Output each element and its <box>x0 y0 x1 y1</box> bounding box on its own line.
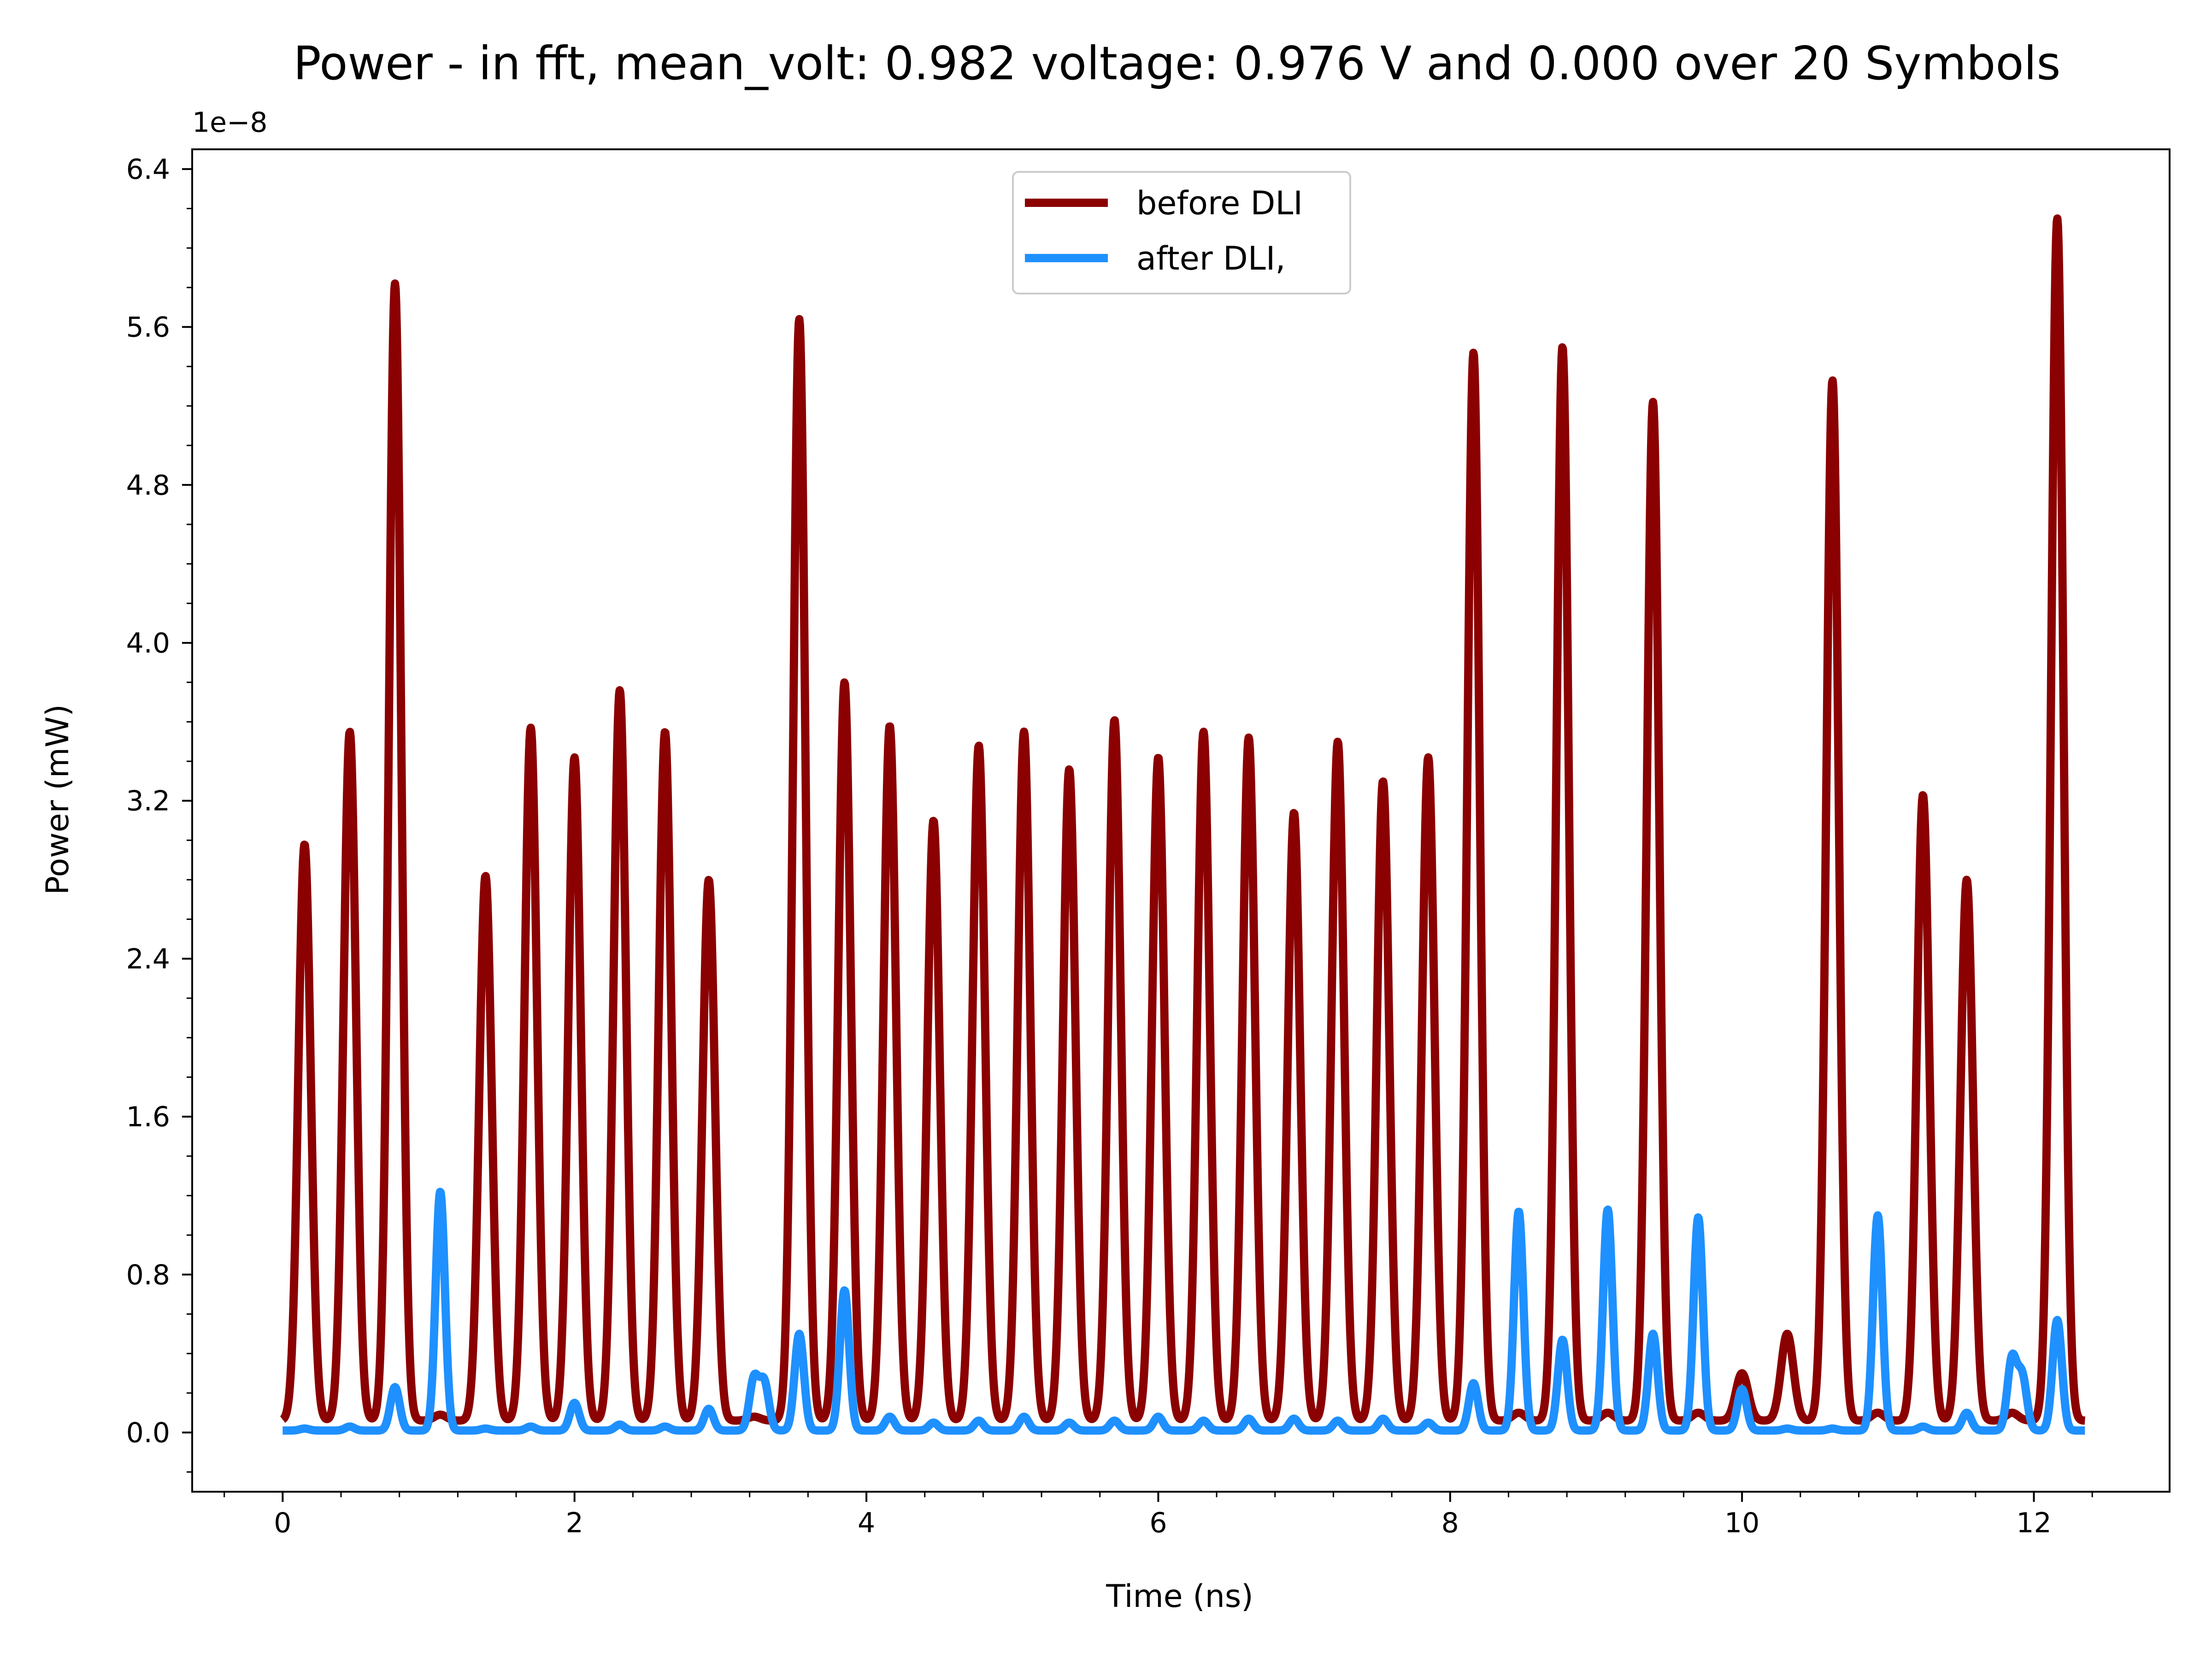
x-tick-label: 8 <box>1441 1507 1459 1539</box>
y-tick-label: 6.4 <box>126 153 170 186</box>
plot-area <box>279 214 2088 1435</box>
x-tick-label: 0 <box>274 1507 291 1539</box>
x-tick-label: 4 <box>858 1507 875 1539</box>
series-line-before-dli <box>279 214 2088 1425</box>
y-tick-label: 2.4 <box>126 943 170 975</box>
y-tick-label: 3.2 <box>126 785 170 818</box>
legend-label: before DLI <box>1136 184 1303 222</box>
y-offset-label: 1e−8 <box>192 106 268 139</box>
series-line-after-dli <box>279 1188 2088 1435</box>
y-tick-label: 4.0 <box>126 627 170 659</box>
y-tick-label: 4.8 <box>126 469 170 501</box>
x-tick-label: 2 <box>566 1507 583 1539</box>
legend-label: after DLI, <box>1136 240 1286 277</box>
y-tick-label: 5.6 <box>126 312 170 344</box>
x-tick-label: 6 <box>1149 1507 1167 1539</box>
y-tick-label: 0.0 <box>126 1417 170 1449</box>
y-axis-label: Power (mW) <box>40 704 76 895</box>
legend: before DLI after DLI, <box>1012 171 1351 294</box>
chart-title: Power - in fft, mean_volt: 0.982 voltage… <box>294 36 2061 90</box>
x-axis-label: Time (ns) <box>1106 1578 1253 1615</box>
y-tick-label: 1.6 <box>126 1101 170 1133</box>
x-tick-label: 10 <box>1724 1507 1759 1539</box>
y-tick-label: 0.8 <box>126 1259 170 1291</box>
axes-frame <box>191 148 2171 1493</box>
axes: 0 2 4 6 8 10 12 0.0 0.8 1.6 2.4 3.2 4.0 4.8 5.6 6.4 <box>126 148 2171 1539</box>
x-tick-label: 12 <box>2016 1507 2051 1539</box>
